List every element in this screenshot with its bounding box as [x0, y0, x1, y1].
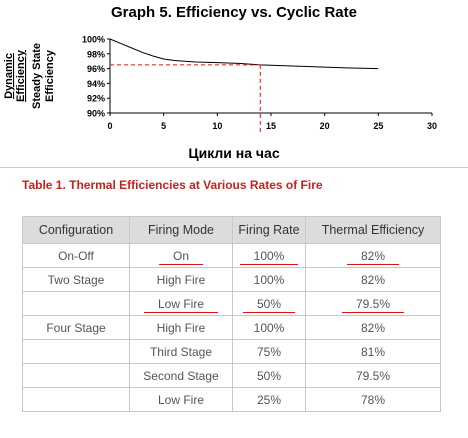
rate-value: 100%: [239, 248, 299, 265]
mode-cell: Third Stage: [129, 339, 233, 364]
config-cell: Four Stage: [22, 315, 130, 340]
y-axis-label-line: Efficiency: [15, 49, 27, 102]
eff-value: 79.5%: [341, 296, 405, 313]
config-cell: On-Off: [22, 243, 130, 268]
config-cell: [22, 291, 130, 316]
rate-cell: 25%: [232, 387, 306, 412]
table-row: On-Off On 100% 82%: [22, 243, 441, 268]
mode-cell: Low Fire: [129, 291, 233, 316]
config-cell: Two Stage: [22, 267, 130, 292]
mode-cell: Second Stage: [129, 363, 233, 388]
mode-cell: High Fire: [129, 267, 233, 292]
x-tick-label: 0: [107, 121, 112, 131]
x-tick-label: 5: [161, 121, 166, 131]
config-cell: [22, 363, 130, 388]
mode-value: On: [158, 248, 203, 265]
column-header: Firing Rate: [232, 216, 306, 244]
x-tick-label: 25: [373, 121, 383, 131]
table-row: Low Fire 25% 78%: [22, 387, 441, 412]
y-tick-label: 92%: [87, 94, 105, 104]
config-cell: [22, 387, 130, 412]
y-tick-label: 90%: [87, 109, 105, 119]
y-tick-label: 94%: [87, 79, 105, 89]
table-row: Second Stage 50% 79.5%: [22, 363, 441, 388]
eff-cell: 78%: [305, 387, 441, 412]
rate-cell: 75%: [232, 339, 306, 364]
eff-value: 82%: [346, 248, 400, 265]
table-row: Two Stage High Fire 100% 82%: [22, 267, 441, 292]
y-tick-label: 96%: [87, 64, 105, 74]
rate-cell: 50%: [232, 291, 306, 316]
table-header-row: Configuration Firing Mode Firing Rate Th…: [22, 216, 441, 244]
y-axis-label-line: Efficiency: [44, 49, 56, 102]
y-axis-label-line: Steady State: [31, 43, 43, 109]
efficiency-line: [109, 38, 379, 70]
table-row: Third Stage 75% 81%: [22, 339, 441, 364]
config-cell: [22, 339, 130, 364]
mode-cell: High Fire: [129, 315, 233, 340]
mode-cell: Low Fire: [129, 387, 233, 412]
eff-cell: 82%: [305, 315, 441, 340]
column-header: Configuration: [22, 216, 130, 244]
mode-value: Low Fire: [143, 296, 218, 313]
x-tick-label: 10: [212, 121, 222, 131]
table-row: Low Fire 50% 79.5%: [22, 291, 441, 316]
column-header: Firing Mode: [129, 216, 233, 244]
eff-cell: 79.5%: [305, 291, 441, 316]
chart-title: Graph 5. Efficiency vs. Cyclic Rate: [111, 4, 357, 21]
table-row: Four Stage High Fire 100% 82%: [22, 315, 441, 340]
column-header: Thermal Efficiency: [305, 216, 441, 244]
x-tick-label: 20: [320, 121, 330, 131]
y-tick-label: 98%: [87, 49, 105, 59]
eff-cell: 81%: [305, 339, 441, 364]
x-tick-label: 15: [266, 121, 276, 131]
x-axis-label: Цикли на час: [188, 145, 280, 161]
eff-cell: 82%: [305, 243, 441, 268]
rate-cell: 100%: [232, 243, 306, 268]
x-tick-label: 30: [427, 121, 437, 131]
eff-cell: 79.5%: [305, 363, 441, 388]
mode-cell: On: [129, 243, 233, 268]
table-title: Table 1. Thermal Efficiencies at Various…: [22, 178, 323, 192]
y-axis-label: Dynamic Efficiency Steady State Efficiency: [3, 43, 56, 109]
y-tick-label: 100%: [82, 35, 105, 45]
divider: [0, 167, 468, 168]
efficiency-chart: Dynamic Efficiency Steady State Efficiency …: [3, 35, 437, 133]
rate-cell: 100%: [232, 267, 306, 292]
rate-cell: 50%: [232, 363, 306, 388]
rate-cell: 100%: [232, 315, 306, 340]
y-axis-label-line: Dynamic: [3, 53, 15, 99]
thermal-efficiency-table: Configuration Firing Mode Firing Rate Th…: [22, 216, 441, 412]
rate-value: 50%: [242, 296, 296, 313]
eff-cell: 82%: [305, 267, 441, 292]
